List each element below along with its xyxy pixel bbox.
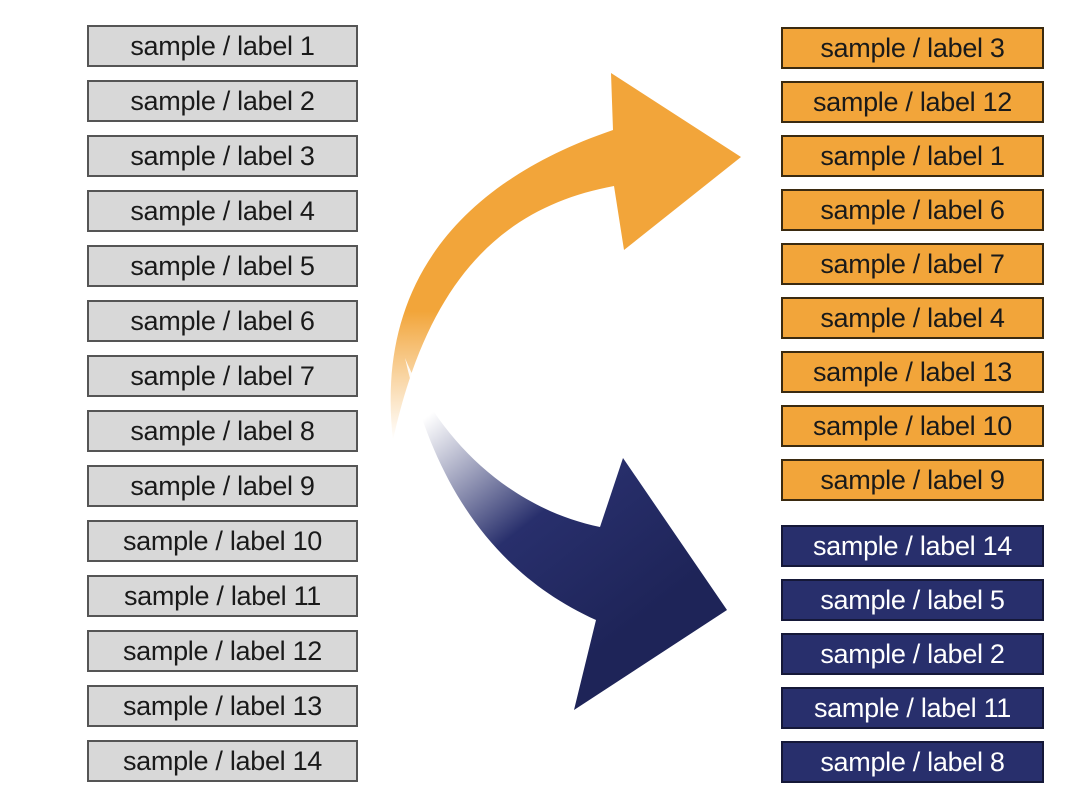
- left-label-box: sample / label 7: [87, 355, 358, 397]
- navy-label-box: sample / label 5: [781, 579, 1044, 621]
- left-label-box: sample / label 4: [87, 190, 358, 232]
- orange-label-box: sample / label 13: [781, 351, 1044, 393]
- left-label-box: sample / label 14: [87, 740, 358, 782]
- navy-label-box: sample / label 2: [781, 633, 1044, 675]
- orange-label-box: sample / label 7: [781, 243, 1044, 285]
- left-label-box: sample / label 1: [87, 25, 358, 67]
- orange-label-box: sample / label 4: [781, 297, 1044, 339]
- left-label-box: sample / label 12: [87, 630, 358, 672]
- orange-label-box: sample / label 1: [781, 135, 1044, 177]
- orange-label-box: sample / label 10: [781, 405, 1044, 447]
- left-label-box: sample / label 9: [87, 465, 358, 507]
- orange-label-box: sample / label 3: [781, 27, 1044, 69]
- navy-label-box: sample / label 14: [781, 525, 1044, 567]
- left-label-box: sample / label 3: [87, 135, 358, 177]
- left-label-box: sample / label 11: [87, 575, 358, 617]
- navy-label-box: sample / label 11: [781, 687, 1044, 729]
- left-label-box: sample / label 5: [87, 245, 358, 287]
- left-label-box: sample / label 6: [87, 300, 358, 342]
- left-label-box: sample / label 8: [87, 410, 358, 452]
- left-label-box: sample / label 13: [87, 685, 358, 727]
- orange-label-box: sample / label 12: [781, 81, 1044, 123]
- orange-label-box: sample / label 6: [781, 189, 1044, 231]
- left-label-box: sample / label 10: [87, 520, 358, 562]
- navy-label-box: sample / label 8: [781, 741, 1044, 783]
- navy-arrow: [405, 358, 727, 710]
- left-label-box: sample / label 2: [87, 80, 358, 122]
- orange-label-box: sample / label 9: [781, 459, 1044, 501]
- orange-arrow: [390, 73, 741, 440]
